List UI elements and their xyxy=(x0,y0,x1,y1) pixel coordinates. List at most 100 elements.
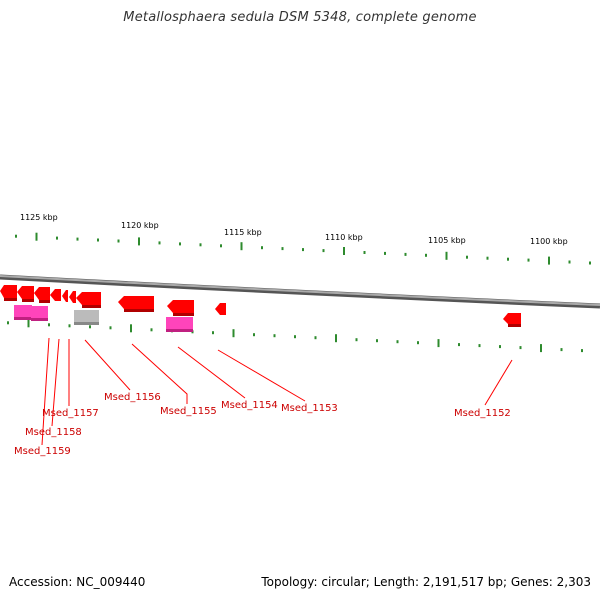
label-line-msed-1155 xyxy=(131,343,188,404)
page-title: Metallosphaera sedula DSM 5348, complete… xyxy=(123,10,477,25)
scale-tick-bottom-major xyxy=(437,339,440,348)
scale-tick-bottom-minor xyxy=(273,334,276,338)
cds-feature[interactable] xyxy=(62,290,68,302)
scale-tick-bottom-major xyxy=(27,319,30,328)
scale-tick-bottom-minor xyxy=(212,331,214,335)
scale-tick-top-minor xyxy=(466,255,468,259)
scale-tick-top-minor xyxy=(179,242,181,246)
scale-tick-bottom-minor xyxy=(7,321,9,325)
scale-tick-top-minor xyxy=(363,251,366,254)
gene-label-msed-1158: Msed_1158 xyxy=(25,427,82,438)
scale-tick-top-minor xyxy=(117,239,120,243)
cds-feature[interactable] xyxy=(69,291,76,303)
label-lines xyxy=(41,337,513,446)
scale-tick-bottom-major xyxy=(130,324,132,333)
rna-features xyxy=(14,305,193,332)
scale-tick-top-major xyxy=(35,232,38,241)
scale-label-1115: 1115 kbp xyxy=(224,228,262,237)
scale-tick-bottom-minor xyxy=(355,338,358,342)
scale-tick-top-minor xyxy=(425,253,427,257)
scale-tick-top-major xyxy=(445,251,448,260)
gene-label-msed-1157: Msed_1157 xyxy=(42,408,99,419)
scale-tick-bottom-major xyxy=(335,334,337,343)
scale-tick-top-minor xyxy=(220,244,222,248)
scale-tick-bottom-minor xyxy=(314,336,317,340)
scale-tick-bottom-minor xyxy=(396,340,399,344)
rna-feature[interactable] xyxy=(14,305,32,320)
scale-tick-bottom-minor xyxy=(376,339,378,343)
scale-tick-top-minor xyxy=(527,258,530,262)
scale-tick-top-minor xyxy=(76,237,79,241)
label-line-msed-1153 xyxy=(217,349,306,402)
scale-tick-bottom-minor xyxy=(417,341,419,345)
scale-tick-top-minor xyxy=(56,236,58,240)
gene-label-msed-1159: Msed_1159 xyxy=(14,446,71,457)
scale-tick-bottom-minor xyxy=(560,348,563,352)
cds-feature[interactable] xyxy=(0,285,17,301)
rna-feature[interactable] xyxy=(31,306,48,321)
scale-tick-top-minor xyxy=(97,238,99,242)
scale-tick-bottom-minor xyxy=(581,349,583,353)
accession-label: Accession: NC_009440 xyxy=(9,575,146,589)
scale-tick-bottom-minor xyxy=(519,346,522,350)
rna-feature[interactable] xyxy=(166,317,193,332)
cds-features xyxy=(0,285,521,327)
scale-tick-top-major xyxy=(343,247,345,255)
cds-feature[interactable] xyxy=(167,300,194,316)
scale-tick-bottom-minor xyxy=(48,323,50,327)
scale-tick-top-minor xyxy=(568,260,571,264)
scale-tick-top-minor xyxy=(302,248,304,252)
scale-tick-top-minor xyxy=(404,252,407,256)
scale-tick-top-minor xyxy=(486,256,489,260)
label-line-msed-1154 xyxy=(177,346,246,399)
scale-tick-bottom-minor xyxy=(68,324,71,328)
scale-tick-bottom-minor xyxy=(150,328,153,332)
scale-tick-top-minor xyxy=(281,247,284,251)
scale-tick-top-minor xyxy=(261,246,263,250)
scale-tick-bottom-minor xyxy=(499,345,501,349)
scale-label-1110: 1110 kbp xyxy=(325,233,363,242)
scale-tick-top-major xyxy=(138,237,140,246)
scale-label-1100: 1100 kbp xyxy=(530,237,568,246)
scale-tick-top-minor xyxy=(158,241,161,245)
gene-label-msed-1156: Msed_1156 xyxy=(104,392,161,403)
scale-tick-bottom-minor xyxy=(478,344,481,348)
cds-feature[interactable] xyxy=(503,313,521,327)
scale-tick-top-major xyxy=(548,256,550,265)
genome-backbone-highlight xyxy=(0,275,600,306)
cds-feature[interactable] xyxy=(17,286,34,302)
label-line-msed-1158 xyxy=(51,338,60,427)
scale-tick-bottom-major xyxy=(540,344,542,353)
cds-feature[interactable] xyxy=(118,296,154,312)
scale-tick-top-major xyxy=(240,242,243,251)
scale-tick-top-minor xyxy=(507,257,509,261)
scale-tick-top-minor xyxy=(322,249,325,253)
scale-label-1120: 1120 kbp xyxy=(121,221,159,230)
cds-feature[interactable] xyxy=(34,287,50,303)
scale-tick-bottom-minor xyxy=(294,335,296,339)
scale-tick-top-minor xyxy=(15,234,17,238)
cds-feature[interactable] xyxy=(215,303,226,315)
scale-label-1105: 1105 kbp xyxy=(428,236,466,245)
scale-tick-bottom-minor xyxy=(89,325,91,329)
gene-label-msed-1155: Msed_1155 xyxy=(160,406,217,417)
gene-label-msed-1154: Msed_1154 xyxy=(221,400,278,411)
scale-tick-bottom-minor xyxy=(253,333,255,337)
scale-tick-bottom-minor xyxy=(458,343,460,347)
scale-tick-top-minor xyxy=(589,261,591,265)
scale-tick-bottom-major xyxy=(232,329,235,338)
cds-feature[interactable] xyxy=(76,292,101,308)
cds-feature[interactable] xyxy=(50,289,61,301)
genome-summary: Topology: circular; Length: 2,191,517 bp… xyxy=(261,575,591,589)
gene-label-msed-1152: Msed_1152 xyxy=(454,408,511,419)
scale-ticks-top xyxy=(15,232,591,265)
pseudo-feature[interactable] xyxy=(74,310,99,325)
scale-tick-top-minor xyxy=(384,251,386,255)
label-line-msed-1159 xyxy=(41,337,50,446)
label-line-msed-1156 xyxy=(84,339,131,391)
gene-label-msed-1153: Msed_1153 xyxy=(281,403,338,414)
label-line-msed-1152 xyxy=(484,359,513,406)
scale-tick-top-minor xyxy=(199,243,202,247)
scale-tick-bottom-minor xyxy=(109,326,112,330)
